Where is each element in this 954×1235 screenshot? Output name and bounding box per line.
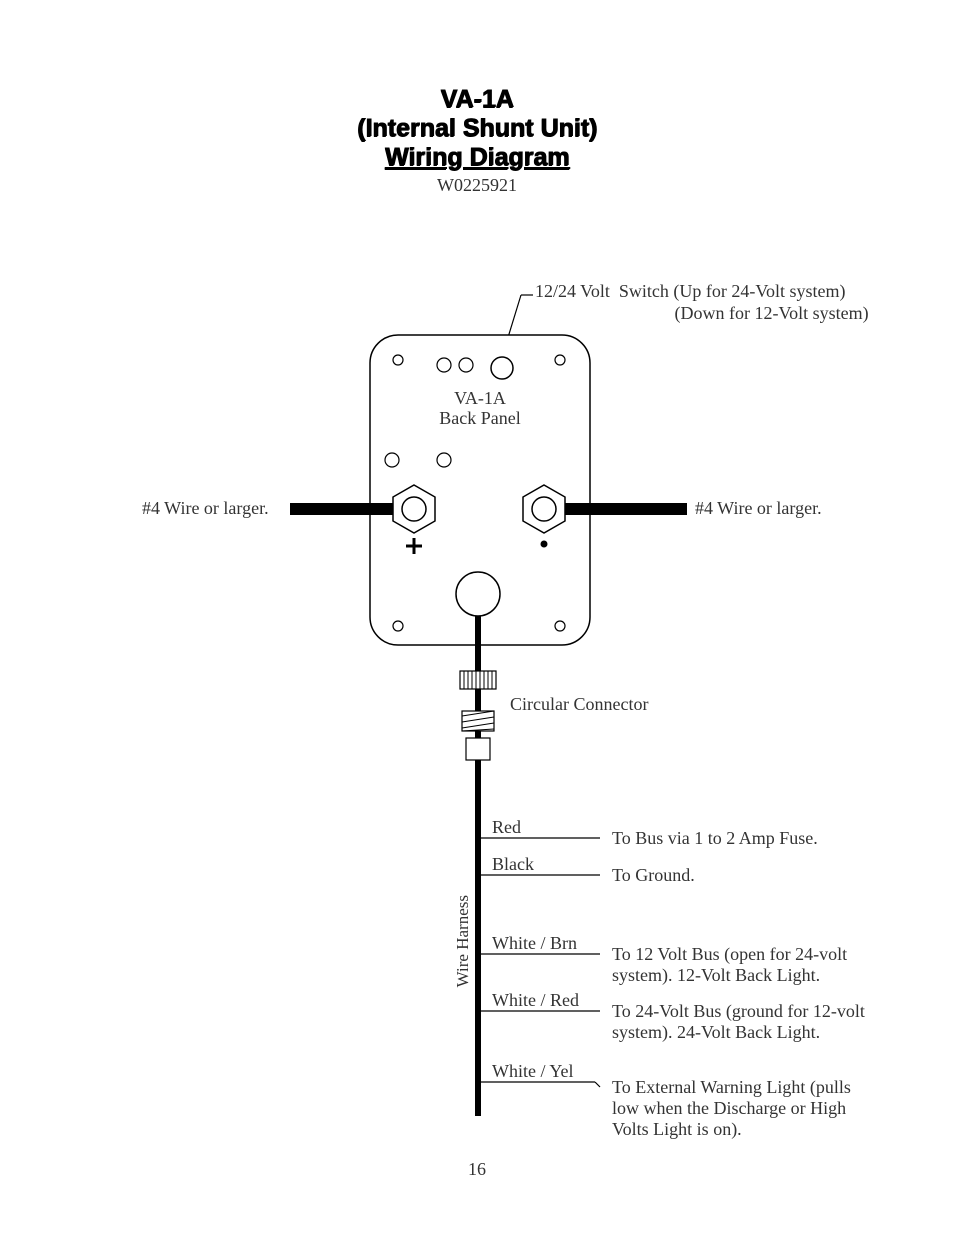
wire-dest-white-red: To 24-Volt Bus (ground for 12-volt syste… <box>612 1001 872 1043</box>
wire-label-black: Black <box>492 854 534 875</box>
wire-dest-white-brn: To 12 Volt Bus (open for 24-volt system)… <box>612 944 872 986</box>
switch-callout-line1: 12/24 Volt Switch (Up for 24-Volt system… <box>535 281 846 302</box>
wire-branches <box>481 838 600 1087</box>
wire-dest-white-yel: To External Warning Light (pulls low whe… <box>612 1077 872 1140</box>
harness-label: Wire Harness <box>453 895 473 987</box>
wire-label-white-brn: White / Brn <box>492 933 577 954</box>
switch-callout-line2: (Down for 12-Volt system) <box>535 303 869 324</box>
connector-plug-bottom-icon <box>466 738 490 760</box>
back-panel-rect <box>370 335 590 645</box>
minus-icon <box>541 541 548 548</box>
wire-note-left: #4 Wire or larger. <box>142 498 269 519</box>
connector-plug-mid-icon <box>462 711 494 731</box>
harness-stem <box>475 616 481 1116</box>
wiring-diagram-svg <box>0 0 954 1235</box>
connector-plug-top-icon <box>460 671 496 689</box>
wire-dest-red: To Bus via 1 to 2 Amp Fuse. <box>612 828 862 849</box>
wire-label-white-yel: White / Yel <box>492 1061 574 1082</box>
page-number: 16 <box>0 1159 954 1180</box>
wire-label-white-red: White / Red <box>492 990 579 1011</box>
connector-label: Circular Connector <box>510 694 648 715</box>
wire-bar-left <box>290 503 393 515</box>
wire-label-red: Red <box>492 817 521 838</box>
wire-dest-black: To Ground. <box>612 865 862 886</box>
panel-label-1: VA-1A <box>450 388 510 409</box>
wire-note-right: #4 Wire or larger. <box>695 498 822 519</box>
wire-bar-right <box>565 503 687 515</box>
page: VA-1A (Internal Shunt Unit) Wiring Diagr… <box>0 0 954 1235</box>
panel-label-2: Back Panel <box>435 408 525 429</box>
